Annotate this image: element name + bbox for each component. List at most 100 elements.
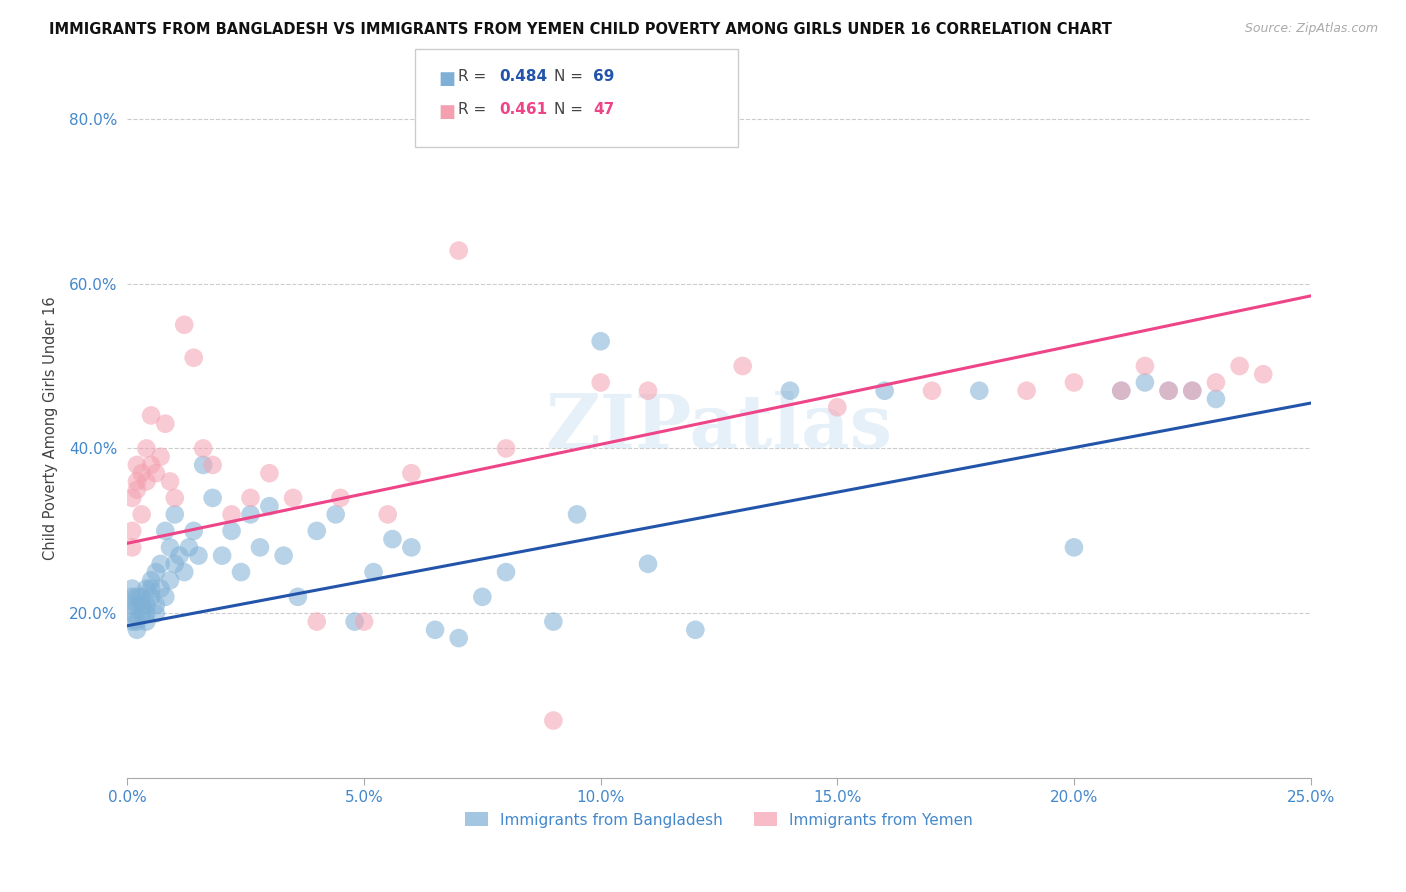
Immigrants from Yemen (125, 458, 148, 472)
Text: R =: R = (458, 102, 492, 117)
Immigrants from Bangladesh (135, 607, 157, 621)
Immigrants from Yemen (159, 475, 181, 489)
Immigrants from Bangladesh (149, 557, 172, 571)
Immigrants from Bangladesh (121, 598, 143, 612)
Immigrants from Yemen (543, 714, 565, 728)
Immigrants from Yemen (281, 491, 304, 505)
Immigrants from Yemen (921, 384, 943, 398)
Immigrants from Bangladesh (1157, 384, 1180, 398)
Immigrants from Yemen (589, 376, 612, 390)
Text: R =: R = (458, 69, 492, 84)
Immigrants from Bangladesh (221, 524, 243, 538)
Immigrants from Bangladesh (249, 541, 271, 555)
Y-axis label: Child Poverty Among Girls Under 16: Child Poverty Among Girls Under 16 (44, 296, 58, 559)
Immigrants from Bangladesh (145, 598, 167, 612)
Immigrants from Bangladesh (183, 524, 205, 538)
Immigrants from Bangladesh (637, 557, 659, 571)
Immigrants from Yemen (193, 442, 215, 456)
Immigrants from Bangladesh (685, 623, 707, 637)
Immigrants from Bangladesh (543, 615, 565, 629)
Immigrants from Bangladesh (135, 598, 157, 612)
Immigrants from Bangladesh (1181, 384, 1204, 398)
Immigrants from Bangladesh (229, 565, 252, 579)
Immigrants from Bangladesh (305, 524, 328, 538)
Immigrants from Bangladesh (145, 607, 167, 621)
Immigrants from Yemen (139, 458, 162, 472)
Immigrants from Bangladesh (447, 631, 470, 645)
Immigrants from Bangladesh (1109, 384, 1132, 398)
Immigrants from Yemen (163, 491, 186, 505)
Immigrants from Bangladesh (401, 541, 423, 555)
Immigrants from Bangladesh (131, 607, 153, 621)
Legend: Immigrants from Bangladesh, Immigrants from Yemen: Immigrants from Bangladesh, Immigrants f… (460, 806, 979, 834)
Immigrants from Bangladesh (125, 590, 148, 604)
Text: 47: 47 (593, 102, 614, 117)
Text: 0.461: 0.461 (499, 102, 547, 117)
Immigrants from Bangladesh (193, 458, 215, 472)
Text: 69: 69 (593, 69, 614, 84)
Immigrants from Bangladesh (163, 508, 186, 522)
Immigrants from Yemen (401, 466, 423, 480)
Immigrants from Bangladesh (325, 508, 347, 522)
Immigrants from Yemen (1205, 376, 1227, 390)
Immigrants from Bangladesh (159, 574, 181, 588)
Immigrants from Bangladesh (1063, 541, 1085, 555)
Immigrants from Yemen (1015, 384, 1038, 398)
Immigrants from Bangladesh (149, 582, 172, 596)
Immigrants from Bangladesh (135, 615, 157, 629)
Immigrants from Yemen (121, 541, 143, 555)
Immigrants from Bangladesh (139, 574, 162, 588)
Immigrants from Bangladesh (135, 582, 157, 596)
Immigrants from Bangladesh (381, 532, 404, 546)
Text: ZIPatlas: ZIPatlas (546, 392, 893, 465)
Immigrants from Bangladesh (589, 334, 612, 349)
Immigrants from Bangladesh (155, 524, 177, 538)
Immigrants from Yemen (131, 466, 153, 480)
Immigrants from Bangladesh (177, 541, 200, 555)
Immigrants from Yemen (1063, 376, 1085, 390)
Immigrants from Yemen (305, 615, 328, 629)
Immigrants from Yemen (637, 384, 659, 398)
Text: N =: N = (554, 69, 588, 84)
Immigrants from Yemen (149, 450, 172, 464)
Immigrants from Bangladesh (1205, 392, 1227, 406)
Immigrants from Bangladesh (239, 508, 262, 522)
Immigrants from Bangladesh (969, 384, 991, 398)
Immigrants from Yemen (495, 442, 517, 456)
Immigrants from Yemen (329, 491, 352, 505)
Immigrants from Yemen (239, 491, 262, 505)
Immigrants from Yemen (1157, 384, 1180, 398)
Immigrants from Yemen (135, 442, 157, 456)
Immigrants from Yemen (125, 475, 148, 489)
Immigrants from Bangladesh (343, 615, 366, 629)
Immigrants from Bangladesh (873, 384, 896, 398)
Immigrants from Bangladesh (495, 565, 517, 579)
Immigrants from Yemen (1133, 359, 1156, 373)
Immigrants from Yemen (131, 508, 153, 522)
Immigrants from Bangladesh (259, 499, 281, 513)
Immigrants from Yemen (827, 401, 849, 415)
Immigrants from Bangladesh (273, 549, 295, 563)
Immigrants from Yemen (221, 508, 243, 522)
Immigrants from Yemen (173, 318, 195, 332)
Immigrants from Bangladesh (187, 549, 209, 563)
Immigrants from Bangladesh (163, 557, 186, 571)
Immigrants from Yemen (135, 475, 157, 489)
Immigrants from Bangladesh (169, 549, 191, 563)
Immigrants from Yemen (145, 466, 167, 480)
Immigrants from Bangladesh (159, 541, 181, 555)
Immigrants from Yemen (1251, 368, 1274, 382)
Immigrants from Bangladesh (363, 565, 385, 579)
Immigrants from Bangladesh (121, 607, 143, 621)
Text: ■: ■ (439, 103, 456, 120)
Immigrants from Bangladesh (131, 590, 153, 604)
Immigrants from Bangladesh (201, 491, 224, 505)
Immigrants from Yemen (353, 615, 375, 629)
Text: Source: ZipAtlas.com: Source: ZipAtlas.com (1244, 22, 1378, 36)
Immigrants from Bangladesh (145, 565, 167, 579)
Immigrants from Bangladesh (211, 549, 233, 563)
Immigrants from Bangladesh (173, 565, 195, 579)
Immigrants from Bangladesh (125, 615, 148, 629)
Immigrants from Bangladesh (121, 615, 143, 629)
Immigrants from Bangladesh (125, 598, 148, 612)
